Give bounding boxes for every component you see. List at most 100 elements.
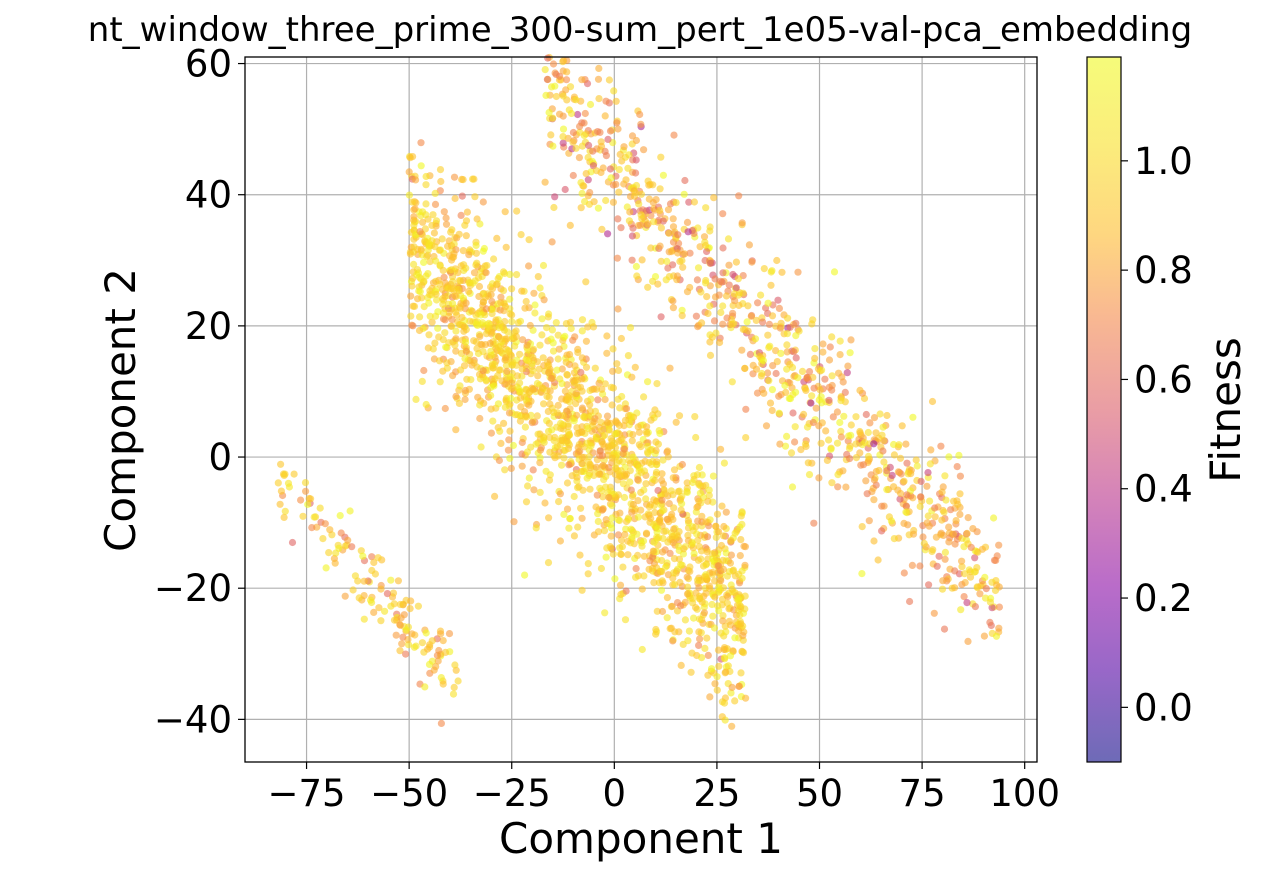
scatter-point — [435, 357, 444, 365]
scatter-point — [555, 345, 563, 353]
scatter-point — [986, 618, 994, 627]
scatter-point — [689, 478, 697, 487]
scatter-point — [559, 420, 567, 428]
scatter-point — [462, 217, 471, 225]
scatter-point — [426, 643, 434, 651]
scatter-point — [556, 72, 564, 80]
scatter-point — [748, 258, 756, 266]
scatter-point — [775, 409, 783, 417]
scatter-point — [613, 360, 621, 368]
scatter-point — [521, 304, 529, 312]
scatter-point — [663, 257, 671, 265]
scatter-point — [564, 393, 572, 402]
scatter-point — [454, 269, 462, 277]
scatter-point — [819, 348, 827, 356]
scatter-point — [880, 458, 888, 466]
scatter-point — [543, 75, 552, 83]
scatter-point — [467, 376, 475, 384]
scatter-point — [523, 341, 531, 349]
scatter-point — [629, 453, 637, 461]
scatter-point — [668, 602, 676, 610]
scatter-point — [613, 459, 621, 467]
scatter-point — [919, 533, 927, 541]
scatter-point — [664, 206, 673, 214]
scatter-point — [461, 355, 469, 363]
scatter-point — [635, 428, 644, 436]
scatter-point — [644, 449, 652, 458]
scatter-point — [572, 144, 580, 152]
scatter-point — [408, 630, 416, 638]
scatter-point — [561, 446, 569, 454]
scatter-point — [628, 437, 636, 445]
scatter-point — [584, 323, 592, 331]
scatter-point — [781, 381, 789, 390]
scatter-point — [535, 365, 543, 373]
scatter-point — [615, 166, 623, 174]
scatter-point — [302, 487, 310, 495]
scatter-point — [676, 578, 684, 587]
scatter-point — [992, 632, 1001, 640]
scatter-point — [439, 336, 447, 344]
scatter-point — [745, 241, 754, 249]
scatter-point — [458, 192, 466, 200]
colorbar — [1086, 56, 1122, 763]
scatter-point — [956, 510, 964, 518]
scatter-point — [441, 648, 450, 657]
scatter-point — [995, 624, 1003, 632]
scatter-point — [664, 264, 672, 272]
scatter-point — [516, 379, 524, 387]
scatter-point — [588, 385, 596, 393]
scatter-point — [416, 313, 424, 321]
scatter-point — [396, 621, 404, 629]
scatter-point — [937, 442, 945, 450]
scatter-point — [360, 615, 368, 623]
scatter-point — [678, 306, 686, 314]
scatter-point — [563, 505, 572, 513]
scatter-point — [602, 97, 610, 105]
scatter-point — [717, 445, 725, 453]
scatter-point — [572, 400, 580, 408]
scatter-point — [706, 223, 714, 231]
scatter-point — [601, 609, 609, 617]
scatter-point — [675, 555, 684, 563]
scatter-point — [896, 454, 905, 462]
scatter-point — [695, 628, 703, 636]
scatter-point — [870, 440, 878, 448]
scatter-point — [735, 301, 743, 309]
scatter-point — [564, 420, 572, 428]
scatter-point — [632, 136, 641, 145]
scatter-point — [416, 228, 424, 236]
scatter-point — [717, 308, 725, 317]
scatter-point — [536, 284, 544, 292]
scatter-point — [945, 523, 953, 531]
scatter-point — [337, 529, 345, 537]
scatter-point — [586, 100, 595, 109]
scatter-point — [764, 331, 772, 339]
scatter-point — [559, 437, 567, 445]
scatter-point — [547, 131, 555, 139]
scatter-point — [818, 366, 826, 374]
scatter-point — [650, 218, 658, 226]
scatter-point — [638, 542, 646, 550]
scatter-point — [644, 220, 652, 228]
scatter-point — [438, 235, 446, 243]
y-tick-label: 0 — [208, 436, 232, 479]
scatter-point — [567, 324, 575, 333]
scatter-point — [528, 419, 536, 427]
scatter-point — [502, 243, 510, 251]
scatter-point — [410, 221, 418, 229]
scatter-point — [695, 497, 703, 505]
scatter-point — [501, 403, 509, 411]
scatter-point — [488, 362, 496, 370]
scatter-point — [809, 418, 817, 427]
scatter-point — [870, 496, 878, 504]
scatter-point — [473, 215, 481, 223]
scatter-point — [640, 572, 648, 580]
scatter-point — [607, 532, 615, 540]
scatter-point — [613, 419, 622, 427]
scatter-point — [737, 669, 745, 677]
scatter-point — [861, 439, 869, 447]
scatter-point — [579, 486, 587, 494]
scatter-point — [720, 699, 729, 707]
scatter-point — [754, 299, 762, 307]
